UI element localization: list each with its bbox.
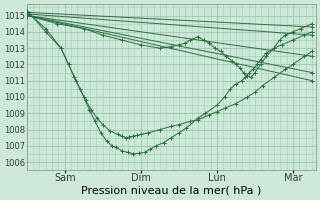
X-axis label: Pression niveau de la mer( hPa ): Pression niveau de la mer( hPa ) [81,186,261,196]
